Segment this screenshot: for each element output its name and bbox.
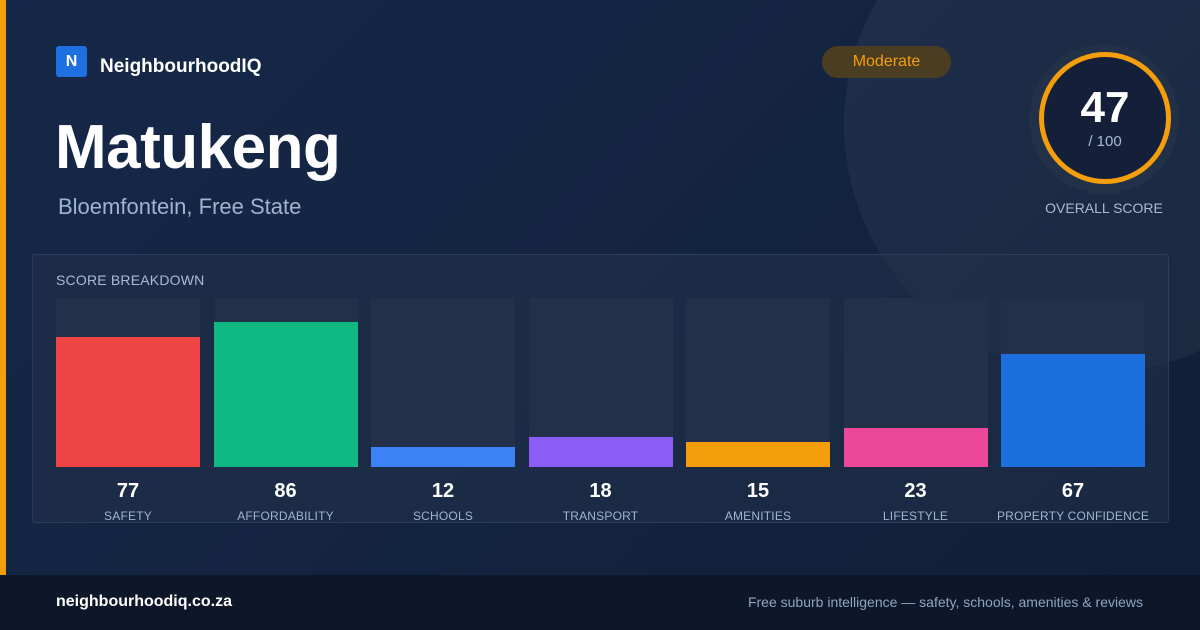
bar-track bbox=[213, 298, 358, 467]
bar-track bbox=[843, 298, 988, 467]
bar-fill bbox=[1001, 353, 1145, 467]
bar-value: 12 bbox=[431, 480, 455, 502]
bar-fill bbox=[528, 436, 673, 467]
bar-value: 67 bbox=[1061, 480, 1085, 502]
brand-name: NeighbourhoodIQ bbox=[100, 56, 262, 77]
footer-tagline: Free suburb intelligence — safety, schoo… bbox=[747, 594, 1143, 610]
bar-track bbox=[56, 298, 200, 467]
bar-fill bbox=[686, 441, 830, 467]
bar-track bbox=[1001, 298, 1145, 467]
bar-value: 23 bbox=[904, 480, 927, 502]
bar-label: AMENITIES bbox=[724, 509, 792, 523]
score-ring bbox=[1039, 52, 1171, 184]
bar-fill bbox=[213, 321, 358, 467]
score-bar-safety: 77 SAFETY bbox=[56, 298, 200, 523]
score-bar-property-confidence: 67 PROPERTY CONFIDENCE bbox=[997, 298, 1149, 523]
score-bar-lifestyle: 23 LIFESTYLE bbox=[843, 298, 988, 523]
footer bbox=[0, 575, 1200, 630]
score-bar-transport: 18 TRANSPORT bbox=[528, 298, 673, 523]
bar-value: 77 bbox=[116, 480, 140, 502]
bar-track bbox=[528, 298, 673, 467]
bar-label: PROPERTY CONFIDENCE bbox=[996, 509, 1150, 523]
bar-fill bbox=[843, 428, 988, 467]
bar-label: SAFETY bbox=[104, 509, 152, 523]
rating-badge: Moderate bbox=[822, 46, 951, 78]
bar-label: TRANSPORT bbox=[562, 509, 639, 523]
suburb-location: Bloemfontein, Free State bbox=[58, 194, 302, 219]
logo-icon: N bbox=[56, 46, 87, 77]
bar-label: LIFESTYLE bbox=[882, 509, 949, 523]
accent-bar bbox=[0, 0, 6, 575]
overall-score-label: OVERALL SCORE bbox=[1045, 200, 1163, 216]
overall-score-value: 47 bbox=[1080, 83, 1130, 132]
bar-label: AFFORDABILITY bbox=[237, 509, 334, 523]
bar-track bbox=[686, 298, 830, 467]
bar-track bbox=[371, 298, 515, 467]
suburb-title: Matukeng bbox=[55, 113, 341, 182]
score-bar-amenities: 15 AMENITIES bbox=[686, 298, 830, 523]
bar-value: 15 bbox=[746, 480, 770, 502]
bar-value: 18 bbox=[589, 480, 612, 502]
score-breakdown-title: SCORE BREAKDOWN bbox=[56, 272, 205, 288]
bar-label: SCHOOLS bbox=[412, 509, 474, 523]
bar-value: 86 bbox=[274, 480, 297, 502]
score-bar-schools: 12 SCHOOLS bbox=[371, 298, 515, 523]
score-bar-affordability: 86 AFFORDABILITY bbox=[213, 298, 358, 523]
bar-fill bbox=[371, 446, 515, 467]
footer-url[interactable]: neighbourhoodiq.co.za bbox=[56, 593, 232, 610]
overall-score-max: / 100 bbox=[1088, 133, 1122, 150]
bar-fill bbox=[56, 336, 200, 467]
